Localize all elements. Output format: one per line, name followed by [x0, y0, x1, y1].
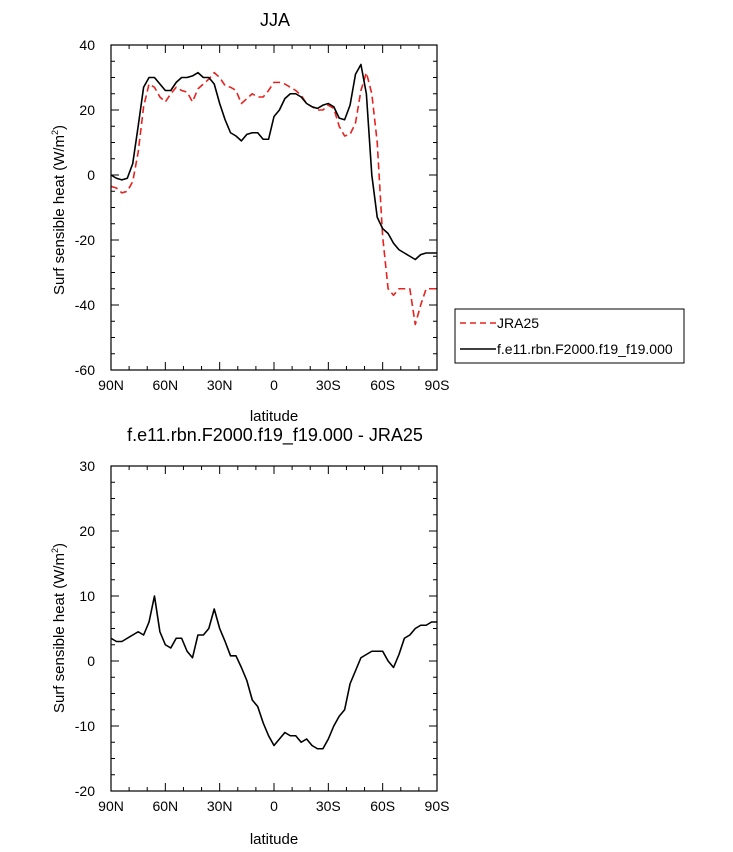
top-chart-xlabel: latitude: [250, 408, 298, 425]
top-xtick-label: 90S: [425, 377, 450, 393]
bottom-chart-frame: [110, 465, 438, 792]
bottom-xtick-label: 30S: [316, 798, 341, 814]
top-ytick-label: -40: [75, 297, 95, 313]
top-chart-ylabel: Surf sensible heat (W/m2): [50, 125, 68, 295]
bottom-chart-title: f.e11.rbn.F2000.f19_f19.000 - JRA25: [127, 425, 423, 446]
bottom-ytick-label: -10: [75, 718, 95, 734]
top-xtick-label: 60N: [152, 377, 178, 393]
bottom-series-line-0: [110, 595, 437, 750]
top-chart-panel: JJA latitude Surf sensible heat (W/m2) 9…: [50, 10, 685, 425]
bottom-chart-xlabel: latitude: [250, 831, 298, 848]
top-chart-frame: [110, 44, 438, 371]
bottom-ylabel-superscript: 2: [50, 548, 60, 553]
bottom-ytick-label: 20: [79, 523, 95, 539]
bottom-ytick-label: -20: [75, 783, 95, 799]
bottom-xtick-label: 0: [270, 798, 278, 814]
bottom-ytick-label: 0: [87, 653, 95, 669]
top-ylabel-main: Surf sensible heat (W/m: [51, 135, 68, 295]
bottom-ytick-label: 30: [79, 458, 95, 474]
top-ylabel-superscript: 2: [50, 130, 60, 135]
top-xtick-label: 30S: [316, 377, 341, 393]
top-ytick-label: 0: [87, 167, 95, 183]
top-series-line-1: [110, 63, 437, 261]
top-ytick-label: 40: [79, 37, 95, 53]
top-xtick-label: 60S: [370, 377, 395, 393]
bottom-chart-panel: f.e11.rbn.F2000.f19_f19.000 - JRA25 lati…: [50, 425, 449, 848]
bottom-xtick-label: 90N: [98, 798, 124, 814]
top-ytick-label: -60: [75, 362, 95, 378]
bottom-ylabel-main: Surf sensible heat (W/m: [51, 553, 68, 713]
top-chart-ticks: 90N 60N 30N 0 30S 60S 90S -60 -40 -20 0 20 40: [75, 37, 450, 393]
bottom-ylabel-close: ): [51, 543, 68, 548]
top-chart-series: [110, 63, 437, 326]
legend-box: [454, 308, 685, 364]
bottom-ytick-label: 10: [79, 588, 95, 604]
top-ytick-label: -20: [75, 232, 95, 248]
bottom-chart-ticks: 90N 60N 30N 0 30S 60S 90S -20 -10 0 10 20 30: [75, 458, 450, 814]
bottom-xtick-label: 30N: [207, 798, 233, 814]
bottom-chart-series: [110, 595, 437, 750]
bottom-xtick-label: 60N: [152, 798, 178, 814]
top-xtick-label: 0: [270, 377, 278, 393]
bottom-xtick-label: 60S: [370, 798, 395, 814]
top-chart-legend: JRA25 f.e11.rbn.F2000.f19_f19.000: [454, 308, 685, 364]
bottom-chart-ylabel: Surf sensible heat (W/m2): [50, 543, 68, 713]
top-series-line-0: [110, 71, 437, 326]
legend-label-model: f.e11.rbn.F2000.f19_f19.000: [497, 341, 673, 357]
bottom-xtick-label: 90S: [425, 798, 450, 814]
top-ylabel-close: ): [51, 125, 68, 130]
legend-label-jra25: JRA25: [497, 315, 539, 331]
top-ytick-label: 20: [79, 102, 95, 118]
top-chart-title: JJA: [260, 10, 290, 30]
top-xtick-label: 90N: [98, 377, 124, 393]
top-xtick-label: 30N: [207, 377, 233, 393]
